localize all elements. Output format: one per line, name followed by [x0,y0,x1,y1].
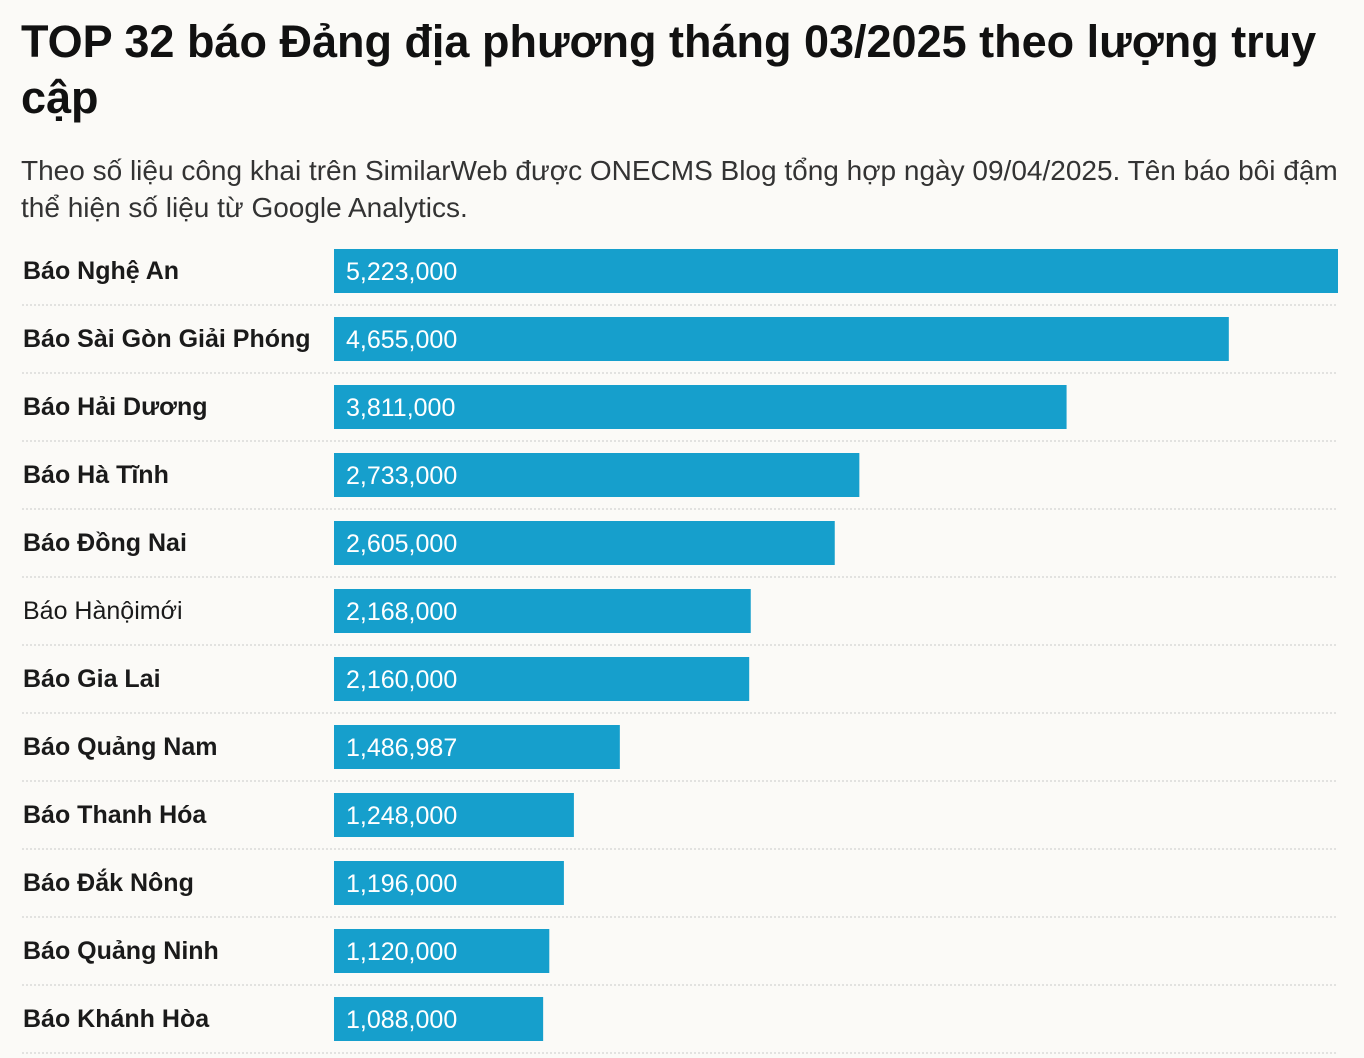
bar-value-label: 3,811,000 [346,394,455,422]
row-label: Báo Đồng Nai [23,529,187,557]
bar [334,589,751,633]
bar-row: Báo Sài Gòn Giải Phóng 4,655,000 [22,317,1338,374]
bar-row: Báo Đồng Nai 2,605,000 [22,521,1338,578]
bar [334,657,750,701]
bar-value-label: 1,196,000 [346,870,457,898]
bar-row: Báo Đắk Nông 1,196,000 [22,861,1338,918]
bar-value-label: 2,605,000 [346,530,457,558]
bar-value-label: 4,655,000 [346,326,457,354]
bar-value-label: 1,120,000 [346,938,457,966]
bar-row: Báo Quảng Ninh 1,120,000 [22,929,1338,986]
row-label: Báo Thanh Hóa [23,801,207,829]
bar-row: Báo Quảng Nam 1,486,987 [22,725,1338,782]
row-label: Báo Hànộimới [23,597,183,625]
bar [334,249,1338,293]
bar-value-label: 2,168,000 [346,598,457,626]
row-label: Báo Quảng Ninh [23,937,219,965]
chart-subtitle: Theo số liệu công khai trên SimilarWeb đ… [21,155,1338,223]
bar-value-label: 5,223,000 [346,258,457,286]
bar-value-label: 2,733,000 [346,462,457,490]
row-label: Báo Hà Tĩnh [23,461,169,489]
bar-row: Báo Thanh Hóa 1,248,000 [22,793,1338,850]
bar-row: Báo Hải Dương 3,811,000 [22,385,1338,442]
bar [334,793,574,837]
row-label: Báo Đắk Nông [23,867,194,897]
bar [334,861,564,905]
bar [334,317,1229,361]
bar-row: Báo Gia Lai 2,160,000 [22,657,1338,714]
bar [334,521,835,565]
chart-title: TOP 32 báo Đảng địa phương tháng 03/2025… [21,16,1317,123]
bar-value-label: 1,486,987 [346,734,457,762]
bar [334,725,620,769]
row-label: Báo Gia Lai [23,665,161,693]
bar [334,929,550,973]
bar-value-label: 1,088,000 [346,1006,457,1034]
row-label: Báo Hải Dương [23,393,208,421]
bar-value-label: 2,160,000 [346,666,457,694]
row-label: Báo Sài Gòn Giải Phóng [23,325,311,353]
bar-row: Báo Khánh Hòa 1,088,000 [22,997,1338,1054]
bar [334,453,860,497]
bar-row: Báo Nghệ An 5,223,000 [22,249,1338,306]
bar-row: Báo Hànộimới 2,168,000 [22,589,1338,646]
bar [334,997,544,1041]
row-label: Báo Quảng Nam [23,733,217,761]
bar-row: Báo Hà Tĩnh 2,733,000 [22,453,1338,510]
row-label: Báo Nghệ An [23,257,179,285]
bar-value-label: 1,248,000 [346,802,457,830]
row-label: Báo Khánh Hòa [23,1005,210,1033]
bar [334,385,1067,429]
